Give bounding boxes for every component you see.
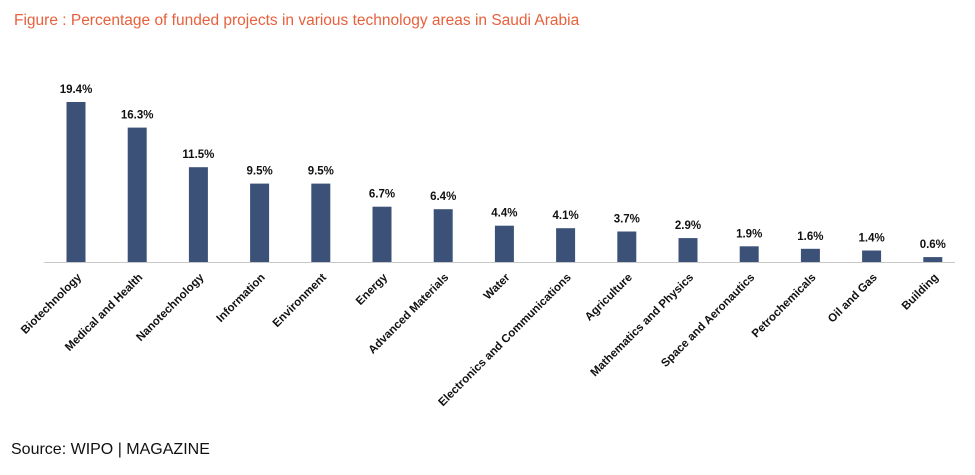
- value-labels-group: 19.4% 16.3% 11.5% 9.5% 9.5% 6.7% 6.4% 4.4% 4.1% 3…: [60, 84, 946, 251]
- bar-mathematics-and-physics: [678, 238, 698, 262]
- bars-group: [66, 102, 943, 262]
- value-label-information: 9.5%: [246, 166, 272, 178]
- bar-water: [494, 225, 514, 262]
- value-label-mathematics-and-physics: 2.9%: [675, 220, 701, 232]
- value-label-nanotechnology: 11.5%: [182, 149, 214, 161]
- category-label-nanotechnology: Nanotechnology: [134, 271, 207, 344]
- category-label-oil-and-gas: Oil and Gas: [826, 272, 880, 326]
- category-label-agriculture: Agriculture: [583, 272, 635, 324]
- value-label-agriculture: 3.7%: [614, 214, 640, 226]
- value-label-building: 0.6%: [920, 239, 946, 251]
- category-label-environment: Environment: [271, 272, 329, 330]
- bar-petrochemicals: [800, 248, 820, 262]
- bar-biotechnology: [66, 102, 86, 262]
- value-label-electronics-and-communications: 4.1%: [552, 210, 578, 222]
- bar-nanotechnology: [188, 167, 208, 262]
- category-label-information: Information: [215, 272, 268, 325]
- category-label-petrochemicals: Petrochemicals: [750, 272, 819, 341]
- value-label-oil-and-gas: 1.4%: [858, 233, 884, 245]
- bar-medical-and-health: [127, 127, 147, 262]
- value-label-environment: 9.5%: [308, 166, 334, 178]
- chart-title: Figure : Percentage of funded projects i…: [14, 12, 580, 29]
- bar-agriculture: [617, 231, 637, 262]
- value-label-medical-and-health: 16.3%: [121, 110, 154, 122]
- value-label-space-and-aeronautics: 1.9%: [736, 228, 762, 240]
- bar-information: [250, 183, 270, 262]
- value-label-energy: 6.7%: [369, 189, 395, 201]
- bar-space-and-aeronautics: [739, 246, 759, 262]
- category-label-mathematics-and-physics: Mathematics and Physics: [589, 272, 696, 379]
- category-label-biotechnology: Biotechnology: [19, 271, 84, 336]
- category-label-building: Building: [900, 272, 941, 313]
- bar-electronics-and-communications: [556, 228, 576, 262]
- source-note: Source: WIPO | MAGAZINE: [11, 441, 210, 458]
- category-label-energy: Energy: [354, 271, 390, 307]
- bar-advanced-materials: [433, 209, 453, 262]
- value-label-petrochemicals: 1.6%: [797, 231, 823, 243]
- value-label-advanced-materials: 6.4%: [430, 191, 456, 203]
- bar-energy: [372, 206, 392, 262]
- bar-environment: [311, 183, 331, 262]
- bar-oil-and-gas: [862, 250, 882, 262]
- category-label-water: Water: [482, 271, 513, 302]
- value-label-biotechnology: 19.4%: [60, 84, 93, 96]
- category-label-electronics-and-communications: Electronics and Communications: [436, 272, 573, 409]
- value-label-water: 4.4%: [491, 208, 517, 220]
- bar-building: [923, 257, 943, 262]
